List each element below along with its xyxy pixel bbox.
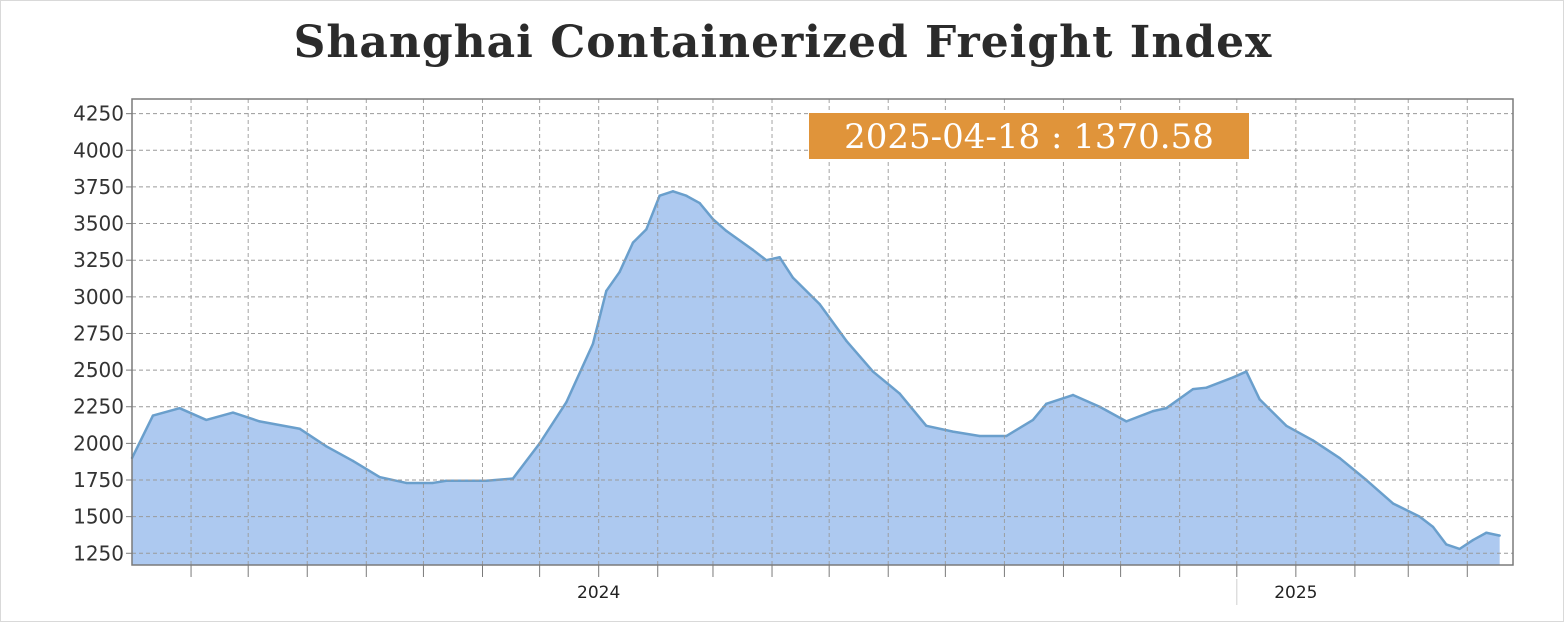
data-point xyxy=(1165,407,1168,410)
data-point xyxy=(1245,370,1248,373)
data-point xyxy=(978,434,981,438)
data-point xyxy=(1285,424,1288,427)
data-point xyxy=(1205,386,1208,389)
y-tick-label: 1500 xyxy=(73,505,124,529)
data-point xyxy=(1418,515,1421,518)
data-point xyxy=(1231,376,1235,379)
data-point xyxy=(605,289,608,293)
data-point xyxy=(871,370,875,373)
data-point xyxy=(1431,525,1435,529)
data-point xyxy=(591,342,595,345)
data-point xyxy=(1031,418,1035,422)
data-point xyxy=(1311,439,1315,442)
data-point xyxy=(658,194,661,197)
x-tick-label: 2025 xyxy=(1274,583,1317,603)
value-callout-text: 2025-04-18 : 1370.58 xyxy=(844,117,1214,157)
y-tick-label: 1250 xyxy=(73,541,124,565)
data-point xyxy=(725,229,728,233)
data-point xyxy=(751,248,755,252)
y-tick-label: 2250 xyxy=(73,395,124,419)
data-point xyxy=(618,270,621,274)
data-point xyxy=(405,481,408,485)
data-point xyxy=(818,302,821,306)
data-point xyxy=(685,194,688,197)
data-point xyxy=(565,401,568,404)
y-tick-label: 2750 xyxy=(73,321,124,345)
data-point xyxy=(378,475,381,479)
y-tick-label: 3500 xyxy=(73,212,124,236)
data-point xyxy=(511,477,515,480)
value-callout-box xyxy=(809,113,1249,159)
data-point xyxy=(1125,420,1128,423)
data-point xyxy=(1498,534,1501,537)
data-point xyxy=(431,481,435,485)
data-point xyxy=(298,427,301,430)
data-point xyxy=(1151,409,1155,413)
series-line xyxy=(130,190,1500,551)
data-point xyxy=(1045,402,1048,406)
data-point xyxy=(1445,543,1448,546)
data-point xyxy=(1471,538,1475,542)
plot-frame xyxy=(131,98,1514,566)
data-point xyxy=(205,418,208,422)
data-point xyxy=(951,430,955,433)
data-point xyxy=(698,201,701,205)
chart-title: Shanghai Containerized Freight Index xyxy=(293,17,1273,68)
data-point xyxy=(1191,387,1195,391)
x-tick-label: 2024 xyxy=(577,583,620,603)
data-point xyxy=(258,420,261,423)
data-point xyxy=(1005,434,1008,438)
data-point xyxy=(791,276,795,279)
y-tick-label: 2500 xyxy=(73,358,124,382)
data-point xyxy=(351,459,355,463)
data-point xyxy=(845,339,848,342)
data-point xyxy=(631,241,635,244)
data-point xyxy=(671,190,675,193)
data-point xyxy=(925,424,928,427)
y-tick-label: 4000 xyxy=(73,138,124,162)
y-tick-label: 3250 xyxy=(73,248,124,272)
data-point xyxy=(1258,398,1261,401)
data-point xyxy=(1391,502,1395,505)
data-point xyxy=(1485,531,1488,534)
y-tick-label: 1750 xyxy=(73,468,124,492)
data-point xyxy=(178,407,181,410)
data-point xyxy=(898,392,901,395)
y-tick-label: 3000 xyxy=(73,285,124,309)
data-point xyxy=(231,411,235,414)
data-point xyxy=(325,445,328,448)
y-tick-label: 3750 xyxy=(73,175,124,199)
data-point xyxy=(645,228,648,231)
y-tick-label: 4250 xyxy=(73,102,124,126)
data-point xyxy=(1458,547,1461,551)
data-point xyxy=(1338,456,1341,460)
data-point xyxy=(1071,393,1075,397)
y-tick-label: 2000 xyxy=(73,431,124,455)
data-point xyxy=(778,256,781,259)
data-point xyxy=(445,479,448,482)
data-point xyxy=(151,414,155,417)
series-area xyxy=(132,191,1500,565)
data-point xyxy=(765,258,768,262)
